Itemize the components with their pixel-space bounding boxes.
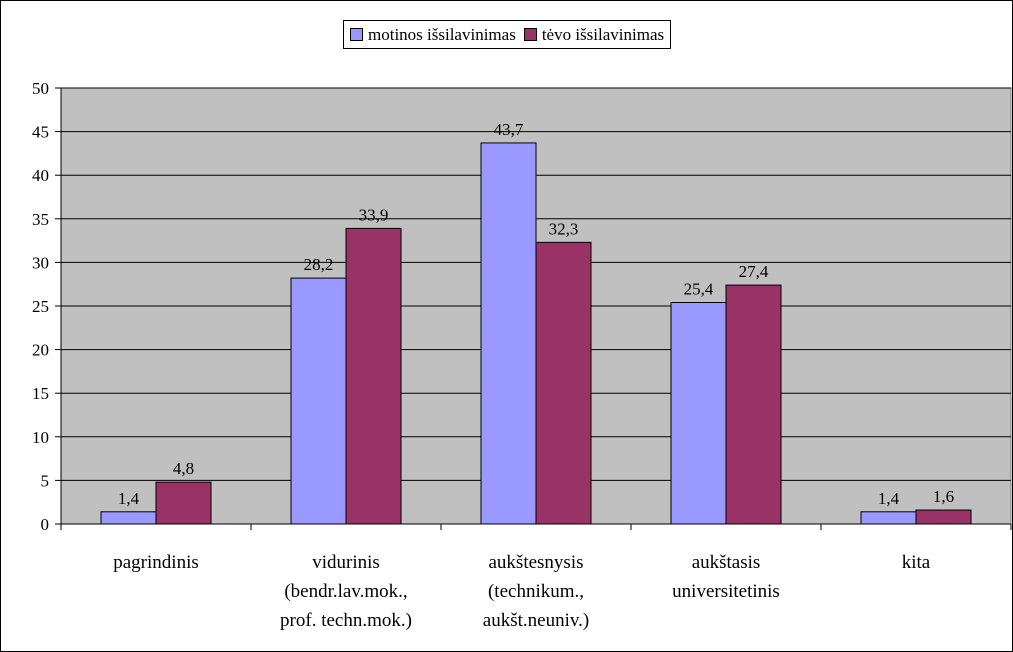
bar [345, 227, 402, 525]
bar [535, 241, 592, 525]
x-tick-label: aukštesnysis (technikum., aukšt.neuniv.) [483, 552, 589, 631]
bar [915, 509, 972, 525]
data-label: 33,9 [359, 205, 389, 224]
data-label: 25,4 [684, 280, 714, 299]
legend-swatch-father [523, 28, 537, 41]
data-label: 1,4 [878, 489, 900, 508]
x-tick-label-line: aukštesnysis [489, 552, 584, 573]
x-tick-label-line: aukštasis [692, 552, 761, 573]
y-tick-label: 35 [32, 210, 49, 229]
bar [155, 481, 212, 525]
y-tick-label: 50 [32, 79, 49, 98]
bar [100, 511, 157, 525]
legend: motinos išsilavinimas tėvo išsilavinimas [343, 20, 672, 49]
y-tick-label: 40 [32, 166, 49, 185]
y-tick-label: 20 [32, 341, 49, 360]
bar [290, 277, 347, 525]
bar [860, 511, 917, 525]
legend-swatch-mother [350, 28, 363, 41]
y-tick-label: 5 [41, 471, 50, 490]
y-tick-label: 10 [32, 428, 49, 447]
y-tick-label: 15 [32, 384, 49, 403]
x-tick-label: aukštasis universitetinis [672, 552, 780, 602]
x-tick-label-line: aukšt.neuniv.) [483, 610, 589, 631]
y-tick-label: 30 [32, 253, 49, 272]
x-tick-label: kita [902, 552, 931, 573]
x-tick-label-line: (technikum., [488, 581, 584, 602]
x-tick-label-line: prof. techn.mok.) [280, 610, 412, 631]
data-label: 27,4 [739, 262, 769, 281]
y-tick-label: 25 [32, 297, 49, 316]
data-label: 4,8 [173, 459, 194, 478]
data-label: 43,7 [494, 120, 524, 139]
axes [55, 87, 1012, 530]
data-label: 32,3 [549, 219, 579, 238]
x-tick-label: vidurinis (bendr.lav.mok., prof. techn.mok… [280, 552, 412, 631]
y-tick-label: 45 [32, 123, 49, 142]
x-tick-label-line: vidurinis [312, 552, 380, 573]
legend-item-father: tėvo išsilavinimas [523, 24, 665, 45]
legend-label-mother: motinos išsilavinimas [368, 24, 516, 44]
bar [670, 302, 727, 525]
x-tick-label-line: pagrindinis [113, 552, 199, 573]
y-tick-label: 0 [41, 515, 50, 534]
x-tick-label-line: (bendr.lav.mok., [284, 581, 407, 602]
legend-label-father: tėvo išsilavinimas [541, 24, 665, 44]
data-label: 28,2 [304, 255, 334, 274]
data-label: 1,6 [933, 487, 954, 506]
x-tick-label-line: universitetinis [672, 581, 780, 602]
legend-item-mother: motinos išsilavinimas [350, 25, 516, 45]
bar [480, 142, 537, 525]
data-label: 1,4 [118, 489, 140, 508]
bar [725, 284, 782, 525]
bars [100, 142, 972, 525]
labels: 0 5 10 15 20 25 30 35 40 45 50 1,4 28,2 43,7 25,4 1,4 4,… [32, 79, 954, 631]
x-tick-label-line: kita [902, 552, 931, 573]
x-tick-label: pagrindinis [113, 552, 199, 573]
